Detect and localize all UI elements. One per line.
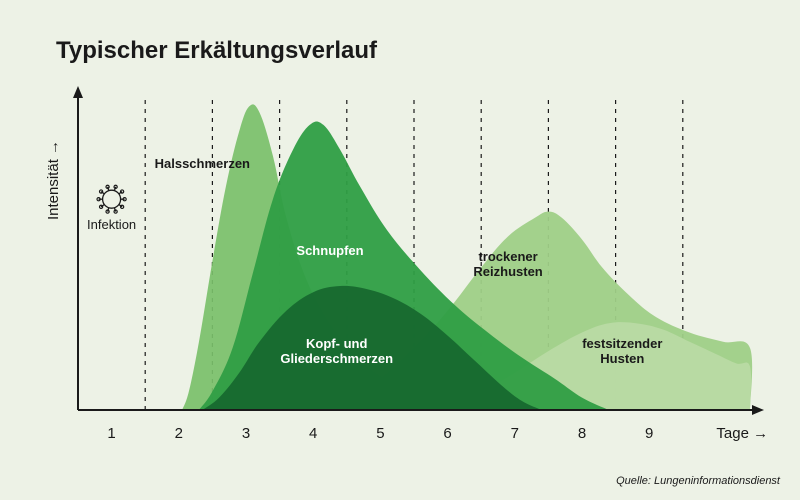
x-tick-label: 9 [645,425,653,442]
x-tick-label: 7 [511,425,519,442]
x-axis-label: Tage → [716,425,768,442]
x-tick-label: 8 [578,425,586,442]
x-tick-label: 6 [443,425,451,442]
source-citation: Quelle: Lungeninformationsdienst [616,475,781,487]
x-tick-label: 3 [242,425,250,442]
y-axis-label-arrow-icon: → [45,140,62,159]
chart-svg: Typischer Erkältungsverlauf trockenerReiz… [0,0,800,500]
series-label-halsschmerzen: Halsschmerzen [155,156,250,171]
x-tick-label: 4 [309,425,317,442]
infection-label-text: Infektion [87,217,136,232]
x-tick-label: 2 [175,425,183,442]
x-tick-label: 1 [107,425,115,442]
y-axis-label: Intensität → [45,140,62,220]
x-axis-label-arrow-icon: → [749,425,768,442]
series-label-reizhusten: trockenerReizhusten [473,249,542,279]
chart-title: Typischer Erkältungsverlauf [56,37,378,64]
cold-course-chart: Typischer Erkältungsverlauf trockenerReiz… [0,0,800,500]
x-tick-label: 5 [376,425,384,442]
series-label-schnupfen: Schnupfen [296,243,363,258]
